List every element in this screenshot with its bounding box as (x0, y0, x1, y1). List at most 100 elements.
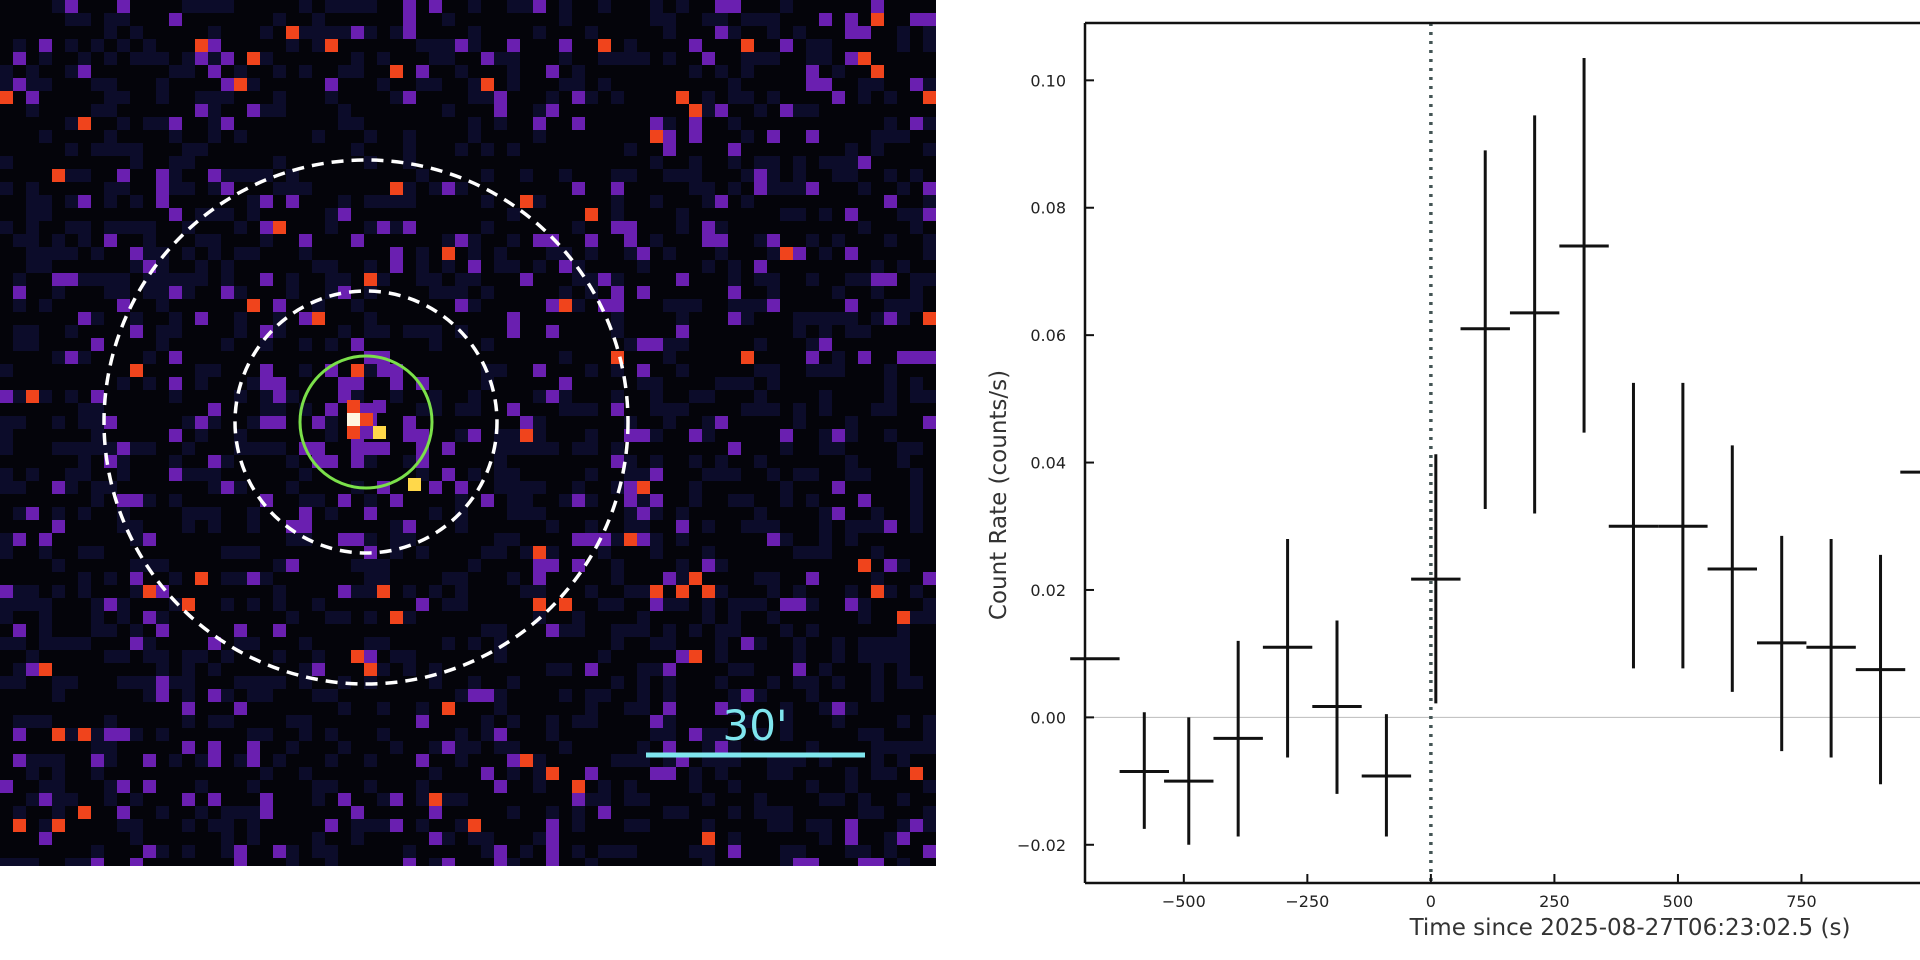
count-pixel (0, 390, 13, 403)
count-pixel (104, 26, 117, 39)
count-pixel (455, 793, 468, 806)
count-pixel (286, 611, 299, 624)
count-pixel (871, 286, 884, 299)
count-pixel (832, 234, 845, 247)
count-pixel (793, 208, 806, 221)
count-pixel (234, 624, 247, 637)
count-pixel (689, 429, 702, 442)
count-pixel (78, 195, 91, 208)
count-pixel (494, 468, 507, 481)
count-pixel (65, 728, 78, 741)
count-pixel (312, 416, 325, 429)
count-pixel (455, 598, 468, 611)
count-pixel (559, 494, 572, 507)
count-pixel (845, 598, 858, 611)
count-pixel (546, 390, 559, 403)
count-pixel (715, 0, 728, 13)
count-pixel (650, 130, 663, 143)
count-pixel (611, 559, 624, 572)
count-pixel (533, 767, 546, 780)
count-pixel (494, 780, 507, 793)
count-pixel (481, 494, 494, 507)
count-pixel (104, 481, 117, 494)
count-pixel (806, 273, 819, 286)
count-pixel (858, 494, 871, 507)
count-pixel (117, 0, 130, 13)
count-pixel (169, 286, 182, 299)
count-pixel (416, 65, 429, 78)
count-pixel (546, 104, 559, 117)
count-pixel (832, 481, 845, 494)
count-pixel (884, 117, 897, 130)
count-pixel (871, 130, 884, 143)
count-pixel (624, 819, 637, 832)
count-pixel (806, 546, 819, 559)
count-pixel (754, 234, 767, 247)
count-pixel (13, 338, 26, 351)
count-pixel (572, 494, 585, 507)
count-pixel (156, 117, 169, 130)
count-pixel (247, 754, 260, 767)
count-pixel (208, 507, 221, 520)
count-pixel (247, 169, 260, 182)
count-pixel (273, 299, 286, 312)
count-pixel (26, 78, 39, 91)
count-pixel (767, 13, 780, 26)
count-pixel (234, 754, 247, 767)
count-pixel (26, 650, 39, 663)
count-pixel (676, 91, 689, 104)
count-pixel (871, 767, 884, 780)
count-pixel (546, 806, 559, 819)
count-pixel (741, 13, 754, 26)
count-pixel (468, 819, 481, 832)
count-pixel (754, 182, 767, 195)
count-pixel (611, 299, 624, 312)
count-pixel (195, 754, 208, 767)
count-pixel (663, 130, 676, 143)
count-pixel (156, 286, 169, 299)
count-pixel (169, 182, 182, 195)
count-pixel (611, 442, 624, 455)
count-pixel (325, 260, 338, 273)
count-pixel (247, 689, 260, 702)
count-pixel (299, 364, 312, 377)
count-pixel (637, 364, 650, 377)
count-pixel (221, 650, 234, 663)
count-pixel (52, 286, 65, 299)
scale-bar-label: 30' (723, 701, 788, 750)
count-pixel (13, 715, 26, 728)
count-pixel (416, 403, 429, 416)
count-pixel (13, 325, 26, 338)
count-pixel (728, 0, 741, 13)
count-pixel (143, 221, 156, 234)
count-pixel (780, 715, 793, 728)
count-pixel (117, 819, 130, 832)
count-pixel (156, 624, 169, 637)
count-pixel (130, 832, 143, 845)
count-pixel (403, 13, 416, 26)
count-pixel (26, 507, 39, 520)
count-pixel (546, 559, 559, 572)
count-pixel (520, 429, 533, 442)
count-pixel (52, 754, 65, 767)
count-pixel (832, 676, 845, 689)
count-pixel (403, 455, 416, 468)
count-pixel (819, 390, 832, 403)
count-pixel (845, 13, 858, 26)
count-pixel (767, 130, 780, 143)
count-pixel (247, 819, 260, 832)
count-pixel (221, 286, 234, 299)
count-pixel (910, 767, 923, 780)
count-pixel (624, 221, 637, 234)
count-pixel (182, 793, 195, 806)
count-pixel (195, 208, 208, 221)
count-pixel (312, 780, 325, 793)
count-pixel (650, 377, 663, 390)
count-pixel (117, 806, 130, 819)
count-pixel (806, 494, 819, 507)
count-pixel (273, 390, 286, 403)
source-pixel (347, 413, 360, 426)
count-pixel (442, 234, 455, 247)
count-pixel (650, 195, 663, 208)
count-pixel (156, 728, 169, 741)
